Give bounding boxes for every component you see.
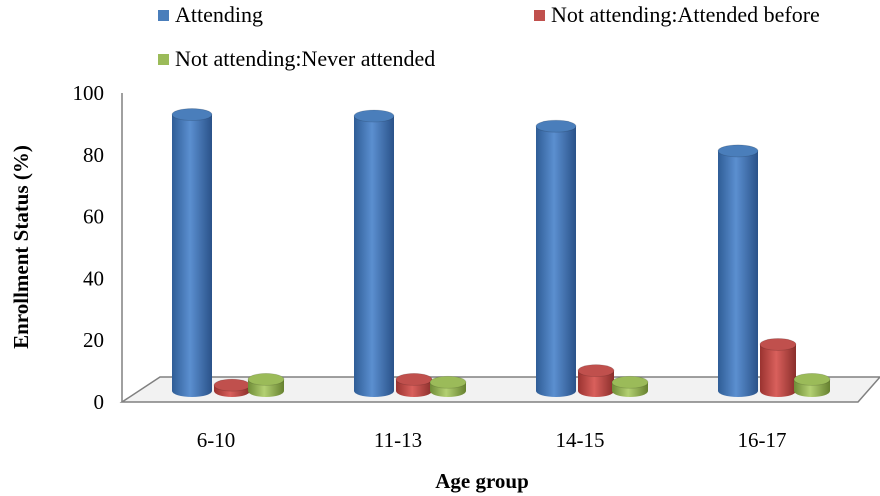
bar-top xyxy=(247,372,285,386)
bar-top xyxy=(611,375,649,389)
x-tick-label: 14-15 xyxy=(556,428,605,452)
bar-not-attending-never-attended-14-15 xyxy=(611,375,649,397)
y-tick-label: 20 xyxy=(83,328,104,352)
legend-item-never-attended: Not attending:Never attended xyxy=(158,46,435,72)
bar-body xyxy=(172,114,212,398)
floor xyxy=(119,376,880,403)
bar-not-attending-attended-before-14-15 xyxy=(577,364,615,397)
bar-not-attending-never-attended-11-13 xyxy=(429,375,467,397)
x-tick-label: 16-17 xyxy=(738,428,787,452)
legend-item-attending: Attending xyxy=(158,2,263,28)
bar-top xyxy=(395,372,433,386)
bar-top xyxy=(171,108,213,121)
bar-top xyxy=(535,119,577,133)
y-tick-label: 40 xyxy=(83,266,104,290)
bar-attending-16-17 xyxy=(717,144,759,397)
x-tick-label: 6-10 xyxy=(197,428,236,452)
bar-body xyxy=(760,344,796,397)
legend-swatch-attending xyxy=(158,9,169,21)
bar-not-attending-never-attended-6-10 xyxy=(247,372,285,397)
legend-label-attended-before: Not attending:Attended before xyxy=(551,2,820,27)
legend-swatch-never-attended xyxy=(158,53,169,65)
bar-top xyxy=(759,338,797,351)
y-axis-ticks: 0 20 40 60 80 100 xyxy=(73,81,105,414)
legend-item-attended-before: Not attending:Attended before xyxy=(534,2,820,28)
y-tick-label: 100 xyxy=(73,81,105,105)
bar-not-attending-never-attended-16-17 xyxy=(793,372,831,397)
y-tick-label: 0 xyxy=(94,390,105,414)
bar-not-attending-attended-before-16-17 xyxy=(759,338,797,397)
bar-top xyxy=(577,364,615,378)
bar-not-attending-attended-before-11-13 xyxy=(395,372,433,397)
x-axis-ticks: 6-10 11-13 14-15 16-17 xyxy=(197,428,787,452)
y-tick-label: 80 xyxy=(83,143,104,167)
bar-body xyxy=(578,370,614,397)
bar-attending-11-13 xyxy=(353,109,395,397)
bar-body xyxy=(718,150,758,397)
plot-floor xyxy=(119,376,880,403)
y-axis-title: Enrollment Status (%) xyxy=(9,145,33,349)
bar-top xyxy=(793,372,831,386)
legend-swatch-attended-before xyxy=(534,9,545,21)
legend-label-attending: Attending xyxy=(175,2,263,27)
legend-label-never-attended: Not attending:Never attended xyxy=(175,46,436,71)
y-tick-label: 60 xyxy=(83,205,104,229)
bar-top xyxy=(353,109,395,123)
bar-not-attending-attended-before-6-10 xyxy=(213,378,251,397)
bar-top xyxy=(717,144,759,158)
bar-top xyxy=(429,375,467,389)
x-axis-title: Age group xyxy=(435,469,529,493)
bar-top xyxy=(213,378,251,392)
bar-attending-14-15 xyxy=(535,119,577,397)
bars-group xyxy=(171,108,831,398)
bar-body xyxy=(354,116,394,397)
bar-attending-6-10 xyxy=(171,108,213,398)
x-tick-label: 11-13 xyxy=(374,428,422,452)
bar-body xyxy=(536,126,576,397)
